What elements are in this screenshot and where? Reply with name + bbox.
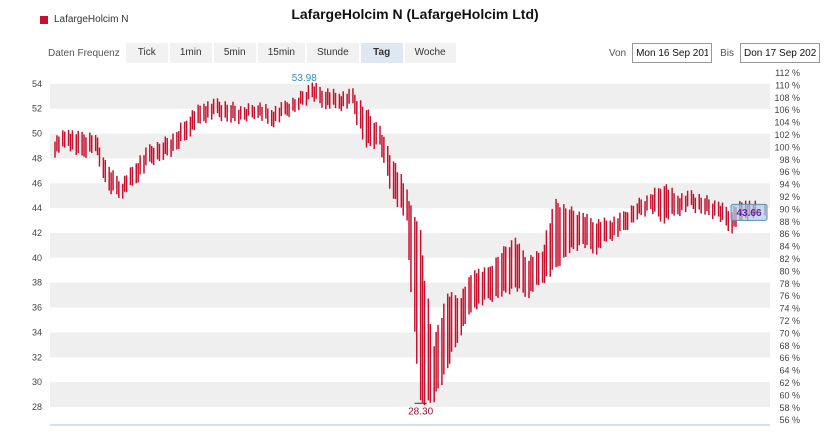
- date-range: Von Bis: [609, 43, 820, 63]
- grid-band: [50, 183, 770, 209]
- y-tick-label: 32: [32, 352, 42, 362]
- y2-tick-label: 96 %: [779, 167, 800, 177]
- high-label: 53.98: [292, 73, 317, 84]
- y-tick-label: 36: [32, 303, 42, 313]
- y2-tick-label: 94 %: [779, 180, 800, 190]
- frequency-label: Daten Frequenz: [48, 47, 120, 59]
- y-tick-label: 28: [32, 402, 42, 412]
- y2-tick-label: 108 %: [774, 93, 800, 103]
- y2-tick-label: 58 %: [779, 403, 800, 413]
- legend-swatch: [40, 15, 48, 24]
- y-tick-label: 52: [32, 104, 42, 114]
- chart-legend: LafargeHolcim N: [40, 14, 128, 25]
- to-label: Bis: [720, 47, 734, 59]
- y-tick-label: 34: [32, 327, 42, 337]
- y2-tick-label: 84 %: [779, 242, 800, 252]
- frequency-button-tag[interactable]: Tag: [360, 43, 403, 63]
- y2-tick-label: 92 %: [779, 192, 800, 202]
- y-tick-label: 46: [32, 178, 42, 188]
- frequency-button-5min[interactable]: 5min: [213, 43, 256, 63]
- y2-tick-label: 68 %: [779, 341, 800, 351]
- y2-tick-label: 106 %: [774, 105, 800, 115]
- y2-tick-label: 60 %: [779, 390, 800, 400]
- y2-tick-label: 76 %: [779, 291, 800, 301]
- y2-tick-label: 80 %: [779, 266, 800, 276]
- grid-band: [50, 83, 770, 109]
- y2-tick-label: 70 %: [779, 328, 800, 338]
- last-price-box: [730, 203, 768, 221]
- y2-tick-label: 102 %: [774, 130, 800, 140]
- y-tick-label: 44: [32, 203, 42, 213]
- y2-tick-label: 110 %: [775, 80, 800, 90]
- y2-tick-label: 104 %: [774, 118, 800, 128]
- y2-tick-label: 62 %: [779, 378, 800, 388]
- y2-tick-label: 112 %: [775, 68, 800, 78]
- grid-band: [50, 232, 770, 258]
- y-tick-label: 50: [32, 129, 42, 139]
- y2-tick-label: 78 %: [779, 279, 800, 289]
- y-tick-label: 40: [32, 253, 42, 263]
- y-tick-label: 48: [32, 153, 42, 163]
- y2-tick-label: 100 %: [774, 142, 800, 152]
- y2-tick-label: 88 %: [779, 217, 800, 227]
- y2-tick-label: 72 %: [779, 316, 800, 326]
- from-label: Von: [608, 47, 627, 59]
- y2-tick-label: 56 %: [779, 415, 800, 425]
- y2-tick-label: 74 %: [779, 304, 800, 314]
- from-date-input[interactable]: [632, 43, 713, 63]
- frequency-toolbar: Daten Frequenz Tick 1min 5min 15min Stun…: [48, 43, 458, 63]
- y2-tick-label: 64 %: [779, 366, 800, 376]
- y-tick-label: 42: [32, 228, 42, 238]
- y2-tick-label: 98 %: [779, 155, 800, 165]
- y2-tick-label: 90 %: [779, 204, 800, 214]
- chart-title: LafargeHolcim N (LafargeHolcim Ltd): [291, 6, 539, 22]
- low-label: 28.30: [408, 406, 433, 417]
- last-price-label: 43.66: [736, 208, 761, 219]
- to-date-input[interactable]: [740, 43, 820, 63]
- frequency-button-tick[interactable]: Tick: [125, 43, 168, 63]
- frequency-button-1min[interactable]: 1min: [169, 43, 212, 63]
- y-tick-label: 38: [32, 278, 42, 288]
- grid-band: [50, 133, 770, 159]
- y2-tick-label: 82 %: [779, 254, 800, 264]
- legend-label: LafargeHolcim N: [54, 14, 129, 25]
- y2-tick-label: 66 %: [779, 353, 800, 363]
- frequency-button-woche[interactable]: Woche: [404, 43, 456, 63]
- frequency-button-stunde[interactable]: Stunde: [306, 43, 359, 63]
- y-tick-label: 30: [32, 377, 42, 387]
- y-tick-label: 54: [32, 79, 42, 89]
- y2-tick-label: 86 %: [779, 229, 800, 239]
- grid-band: [50, 332, 770, 358]
- frequency-button-15min[interactable]: 15min: [257, 43, 305, 63]
- grid-band: [50, 282, 770, 308]
- grid-band: [50, 382, 770, 407]
